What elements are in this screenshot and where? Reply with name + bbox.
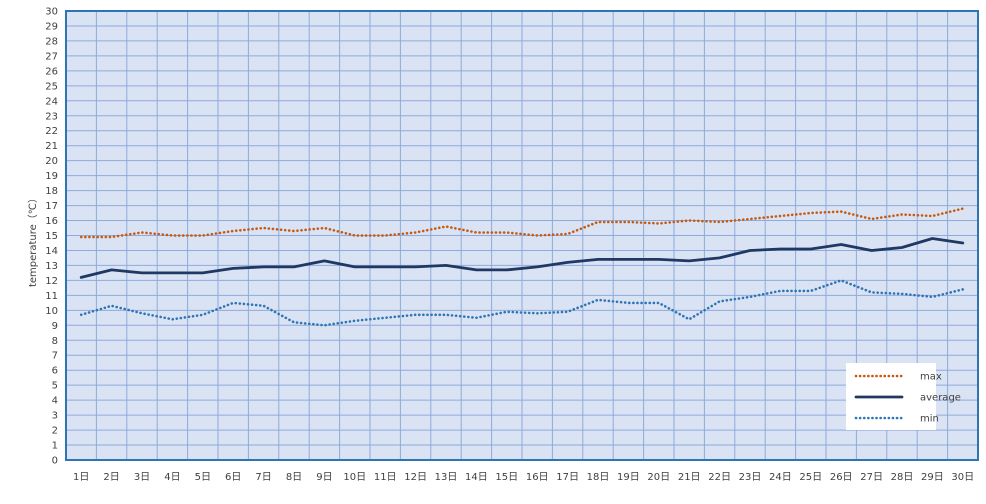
y-tick-label: 18 [45,186,58,197]
y-tick-label: 5 [52,381,58,392]
y-tick-label: 6 [52,366,58,377]
x-tick-label: 10日 [343,472,366,483]
y-tick-label: 20 [45,156,58,167]
x-tick-label: 12日 [404,472,427,483]
y-tick-label: 26 [45,66,58,77]
legend-label-min: min [920,414,939,425]
series-line-max [79,207,965,239]
y-tick-label: 24 [45,96,58,107]
x-tick-label: 9日 [316,472,332,483]
y-tick-label: 29 [45,21,58,32]
y-tick-label: 12 [45,276,58,287]
x-tick-label: 25日 [799,472,822,483]
x-tick-label: 21日 [678,472,701,483]
series-min [79,279,965,327]
x-tick-label: 1日 [73,472,89,483]
y-tick-label: 9 [52,321,58,332]
y-tick-label: 1 [52,441,58,452]
x-tick-label: 23日 [739,472,762,483]
x-tick-label: 13日 [435,472,458,483]
y-tick-label: 11 [45,291,58,302]
x-tick-label: 2日 [103,472,119,483]
y-tick-label: 27 [45,51,58,62]
x-tick-label: 29日 [921,472,944,483]
series-line-average [79,237,965,279]
x-tick-label: 8日 [286,472,302,483]
y-tick-label: 3 [52,411,58,422]
x-axis-ticks: 1日 2日 3日 4日 5日 6日 7日 8日 9日 10日 11日 12日 13日 14日 15日 16日 1… [73,472,974,483]
y-tick-label: 14 [45,246,58,257]
y-tick-label: 19 [45,171,58,182]
x-tick-label: 16日 [526,472,549,483]
y-tick-label: 10 [45,306,58,317]
x-tick-label: 11日 [374,472,397,483]
x-tick-label: 27日 [860,472,883,483]
plot-border [65,10,979,461]
series-line-min [79,279,965,327]
y-tick-label: 17 [45,201,58,212]
y-tick-label: 28 [45,36,58,47]
y-tick-label: 15 [45,231,58,242]
x-tick-label: 15日 [495,472,518,483]
x-tick-label: 3日 [134,472,150,483]
grid-lines [65,10,979,461]
y-tick-label: 25 [45,81,58,92]
x-tick-label: 20日 [647,472,670,483]
x-tick-label: 26日 [830,472,853,483]
y-tick-label: 30 [45,7,58,18]
y-tick-label: 23 [45,111,58,122]
y-tick-label: 4 [52,396,58,407]
y-tick-label: 8 [52,336,58,347]
x-tick-label: 5日 [195,472,211,483]
series-max [79,207,965,239]
y-tick-label: 21 [45,141,58,152]
x-tick-label: 28日 [891,472,914,483]
y-axis-title: temperature（℃） [27,193,39,287]
y-tick-label: 13 [45,261,58,272]
x-tick-label: 14日 [465,472,488,483]
x-tick-label: 30日 [951,472,974,483]
x-tick-label: 19日 [617,472,640,483]
legend-label-average: average [920,393,961,404]
x-tick-label: 22日 [708,472,731,483]
legend-label-max: max [920,372,942,383]
y-tick-label: 22 [45,126,58,137]
x-tick-label: 4日 [164,472,180,483]
legend: max average min [846,363,961,430]
series-layer [79,207,965,327]
y-tick-label: 0 [52,456,58,467]
x-tick-label: 18日 [587,472,610,483]
y-tick-label: 7 [52,351,58,362]
series-average [79,237,965,279]
x-tick-label: 17日 [556,472,579,483]
y-tick-label: 2 [52,426,58,437]
x-tick-label: 24日 [769,472,792,483]
y-axis-ticks: 0123456789101112131415161718192021222324… [45,7,58,467]
x-tick-label: 6日 [225,472,241,483]
x-tick-label: 7日 [255,472,271,483]
y-tick-label: 16 [45,216,58,227]
